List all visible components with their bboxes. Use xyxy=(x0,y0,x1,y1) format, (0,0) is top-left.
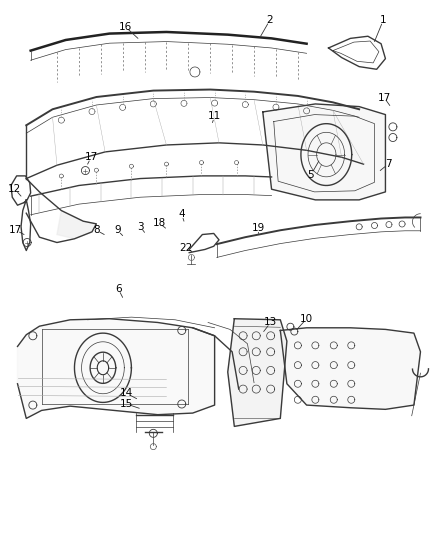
Text: 16: 16 xyxy=(119,22,132,31)
Polygon shape xyxy=(280,328,420,409)
Text: 3: 3 xyxy=(137,222,144,231)
Text: 17: 17 xyxy=(9,225,22,235)
Text: 5: 5 xyxy=(307,170,314,180)
Text: 22: 22 xyxy=(180,243,193,253)
Text: 13: 13 xyxy=(264,318,277,327)
Text: 10: 10 xyxy=(300,314,313,324)
Text: 1: 1 xyxy=(380,15,387,25)
Text: 11: 11 xyxy=(208,111,221,121)
Text: 17: 17 xyxy=(378,93,391,102)
Text: 4: 4 xyxy=(178,209,185,219)
Polygon shape xyxy=(18,319,215,418)
Text: 12: 12 xyxy=(8,184,21,194)
Text: 9: 9 xyxy=(114,225,121,235)
Polygon shape xyxy=(228,319,287,426)
Text: 8: 8 xyxy=(93,225,100,235)
Text: 17: 17 xyxy=(85,152,98,162)
Text: 15: 15 xyxy=(120,399,133,409)
Polygon shape xyxy=(57,211,96,239)
Polygon shape xyxy=(263,104,385,200)
Text: 14: 14 xyxy=(120,389,133,398)
Text: 6: 6 xyxy=(115,284,122,294)
Text: 18: 18 xyxy=(152,218,166,228)
Text: 7: 7 xyxy=(385,159,392,169)
Text: 19: 19 xyxy=(252,223,265,233)
Text: 2: 2 xyxy=(266,15,273,25)
